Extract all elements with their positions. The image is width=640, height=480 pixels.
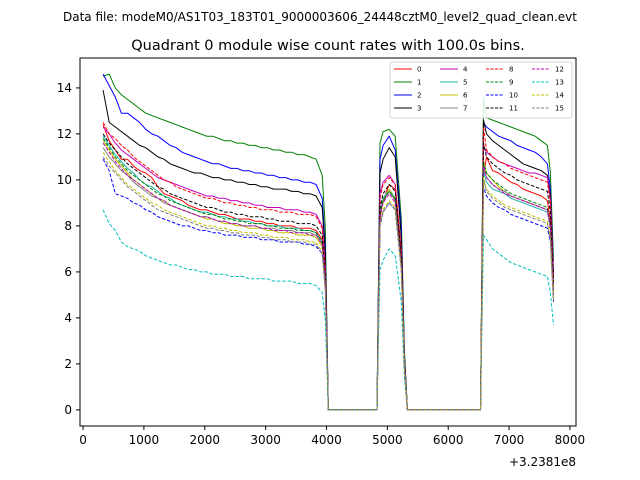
legend-label-9: 9 (509, 79, 513, 87)
x-tick-label: 8000 (555, 433, 586, 447)
legend-label-15: 15 (555, 105, 564, 113)
y-tick-label: 8 (64, 219, 72, 233)
legend-label-10: 10 (509, 92, 518, 100)
legend-label-14: 14 (555, 92, 564, 100)
x-axis-ticks: 0 1000 2000 3000 4000 5000 6000 7000 8000 (79, 426, 585, 447)
plot-lines (102, 73, 554, 411)
x-tick-label: 6000 (433, 433, 464, 447)
y-tick-label: 2 (64, 357, 72, 371)
y-tick-label: 6 (64, 265, 72, 279)
series-line-0 (102, 124, 554, 411)
x-tick-label: 3000 (250, 433, 281, 447)
y-tick-label: 10 (57, 173, 72, 187)
y-tick-label: 12 (57, 127, 72, 141)
series-line-3 (102, 90, 554, 411)
legend-label-5: 5 (463, 79, 467, 87)
series-line-10 (102, 158, 554, 411)
series-line-1 (102, 73, 554, 411)
series-line-2 (102, 73, 554, 411)
legend-label-1: 1 (417, 79, 421, 87)
x-tick-label: 1000 (129, 433, 160, 447)
x-tick-label: 4000 (311, 433, 342, 447)
legend-label-8: 8 (509, 66, 513, 74)
axes-frame (79, 57, 577, 427)
legend-box (389, 61, 573, 119)
legend-label-4: 4 (463, 66, 468, 74)
legend-label-6: 6 (463, 92, 468, 100)
x-tick-label: 0 (79, 433, 87, 447)
y-tick-label: 4 (64, 311, 72, 325)
y-tick-label: 14 (57, 81, 72, 95)
y-axis-ticks: 0 2 4 6 8 10 12 14 (57, 81, 80, 417)
legend-label-0: 0 (417, 66, 421, 74)
legend-label-2: 2 (417, 92, 421, 100)
series-line-8 (102, 122, 554, 411)
x-tick-label: 7000 (494, 433, 525, 447)
x-tick-label: 2000 (189, 433, 220, 447)
series-line-15 (102, 156, 554, 411)
legend-label-11: 11 (509, 105, 518, 113)
legend-label-7: 7 (463, 105, 467, 113)
x-tick-label: 5000 (372, 433, 403, 447)
chart-title: Quadrant 0 module wise count rates with … (131, 38, 525, 54)
chart-suptitle: Data file: modeM0/AS1T03_183T01_90000036… (63, 10, 577, 24)
series-line-14 (102, 152, 554, 411)
legend-label-3: 3 (417, 105, 421, 113)
y-tick-label: 0 (64, 403, 72, 417)
x-axis-offset-label: +3.2381e8 (509, 455, 576, 469)
legend-label-13: 13 (555, 79, 564, 87)
legend-label-12: 12 (555, 66, 564, 74)
